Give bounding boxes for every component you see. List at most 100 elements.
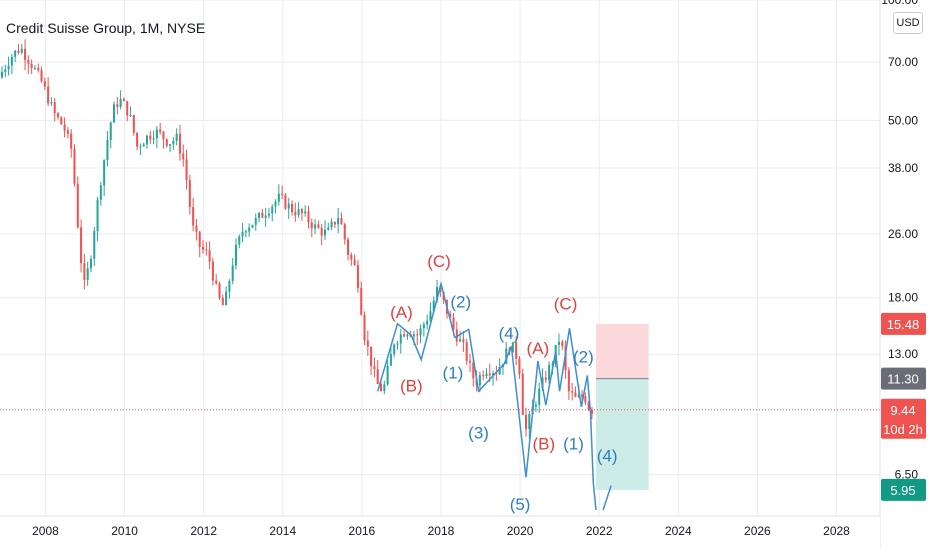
candle bbox=[66, 127, 69, 139]
price-marker: 9.44 10d 2h bbox=[881, 398, 926, 439]
candle-body bbox=[155, 129, 158, 139]
candle-body bbox=[50, 102, 53, 104]
wave-label: (4) bbox=[597, 447, 618, 466]
candle-body bbox=[20, 48, 23, 53]
candle-body bbox=[248, 227, 251, 232]
candle bbox=[188, 174, 191, 215]
candle bbox=[175, 128, 178, 146]
candle-body bbox=[294, 212, 297, 216]
time-axis[interactable]: 2008 2010 2012 2014 2016 2018 2020 2022 2024 2026… bbox=[0, 515, 880, 550]
candle-body bbox=[551, 364, 554, 366]
candlestick-series bbox=[0, 39, 593, 439]
price-axis-markers: 15.48 11.30 9.44 10d 2h 5.95 bbox=[881, 312, 926, 501]
candle bbox=[271, 204, 274, 222]
candle-body bbox=[386, 365, 389, 385]
candle-body bbox=[478, 375, 481, 386]
candle bbox=[327, 222, 330, 231]
stop-loss-zone bbox=[596, 323, 649, 379]
candle bbox=[139, 143, 142, 156]
price-marker-sublabel: 10d 2h bbox=[883, 422, 923, 437]
candle-body bbox=[459, 339, 462, 342]
candle-body bbox=[211, 261, 214, 281]
candle bbox=[294, 202, 297, 222]
candle bbox=[132, 114, 135, 136]
candle-body bbox=[327, 227, 330, 230]
candle-body bbox=[178, 133, 181, 154]
price-axis-background bbox=[880, 0, 932, 550]
candle-body bbox=[360, 287, 363, 315]
candle-body bbox=[323, 229, 326, 236]
candle bbox=[472, 358, 475, 387]
candle bbox=[370, 346, 373, 376]
candle-body bbox=[488, 373, 491, 376]
candle bbox=[182, 144, 185, 167]
candle bbox=[571, 382, 574, 401]
x-tick-label: 2022 bbox=[586, 524, 613, 538]
candle-body bbox=[175, 133, 178, 142]
candle-body bbox=[145, 135, 149, 145]
x-tick-label: 2024 bbox=[665, 524, 692, 538]
candle-body bbox=[113, 104, 116, 123]
candle-body bbox=[254, 218, 257, 225]
candle-body bbox=[24, 48, 27, 60]
candle bbox=[389, 346, 392, 366]
candle bbox=[317, 220, 320, 229]
candle-body bbox=[449, 313, 452, 318]
candle-body bbox=[366, 340, 369, 347]
candle-body bbox=[267, 213, 270, 216]
candle-body bbox=[399, 334, 402, 344]
position-tool[interactable] bbox=[596, 323, 649, 490]
candle-body bbox=[498, 367, 501, 375]
candle-body bbox=[244, 231, 247, 233]
candle bbox=[373, 357, 376, 378]
candle bbox=[99, 181, 102, 206]
candle-body bbox=[317, 224, 320, 228]
candle bbox=[557, 333, 561, 356]
candle-body bbox=[297, 209, 300, 216]
candle bbox=[119, 90, 122, 110]
wave-label: (1) bbox=[563, 435, 584, 454]
candle bbox=[129, 106, 132, 118]
x-tick-label: 2008 bbox=[32, 524, 59, 538]
candle-body bbox=[192, 207, 195, 226]
candle-body bbox=[548, 364, 551, 380]
currency-button[interactable]: USD bbox=[893, 12, 923, 34]
candle-body bbox=[363, 314, 366, 341]
candle bbox=[330, 218, 333, 231]
candle bbox=[215, 273, 218, 285]
wave-label: (2) bbox=[450, 293, 471, 312]
x-tick-label: 2012 bbox=[190, 524, 217, 538]
candle-body bbox=[139, 146, 142, 148]
candle bbox=[17, 43, 20, 55]
candle bbox=[287, 197, 290, 219]
candle bbox=[356, 260, 359, 293]
candle-body bbox=[149, 135, 152, 140]
candle-body bbox=[122, 99, 125, 101]
candle-body bbox=[320, 227, 323, 236]
candle bbox=[178, 124, 181, 161]
price-axis[interactable]: 100.00 70.00 50.00 38.00 26.00 18.00 13.00 6.50 bbox=[879, 0, 932, 550]
candle bbox=[333, 221, 336, 229]
candle-body bbox=[228, 281, 231, 292]
price-marker: 5.95 bbox=[881, 478, 926, 501]
price-marker-label: 11.30 bbox=[887, 372, 919, 387]
candle bbox=[393, 343, 396, 358]
candle-body bbox=[393, 344, 396, 355]
candle-body bbox=[587, 402, 590, 410]
candle-body bbox=[4, 69, 7, 72]
candle bbox=[337, 207, 340, 234]
candle bbox=[534, 401, 537, 413]
candle bbox=[548, 361, 551, 384]
candle-body bbox=[185, 159, 188, 180]
candle-body bbox=[333, 221, 336, 225]
candle-body bbox=[468, 360, 472, 363]
candle-body bbox=[241, 232, 244, 237]
candle-body bbox=[14, 50, 17, 57]
candle-body bbox=[406, 334, 409, 337]
candle bbox=[581, 390, 584, 401]
candle-body bbox=[274, 201, 277, 207]
candle bbox=[20, 43, 23, 55]
candle bbox=[122, 97, 125, 102]
y-tick-label: 70.00 bbox=[888, 55, 918, 69]
